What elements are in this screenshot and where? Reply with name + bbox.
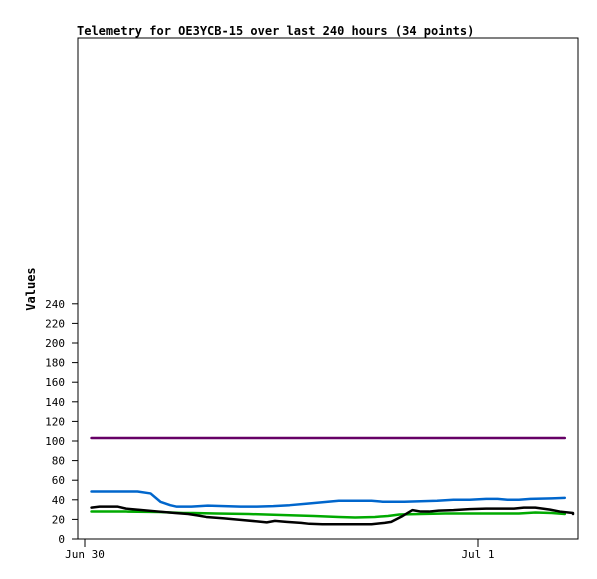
y-tick-label: 220 — [45, 317, 65, 330]
y-tick-label: 40 — [52, 494, 65, 507]
y-axis-ticks: 0 20 40 60 80 100 120 140 160 180 200 220 240 — [45, 298, 78, 546]
plot-area — [77, 37, 579, 540]
y-tick-label: 0 — [58, 533, 65, 546]
y-tick-label: 20 — [52, 513, 65, 526]
y-tick-label: 240 — [45, 298, 65, 311]
chart-title: Telemetry for OE3YCB-15 over last 240 ho… — [77, 24, 474, 38]
y-axis-label: Values — [24, 267, 38, 310]
y-tick-label: 200 — [45, 337, 65, 350]
y-tick-label: 160 — [45, 376, 65, 389]
y-tick-label: 60 — [52, 474, 65, 487]
x-axis-ticks: Jun 30 Jul 1 — [65, 539, 495, 561]
y-tick-label: 120 — [45, 415, 65, 428]
y-tick-label: 140 — [45, 396, 65, 409]
x-tick-label: Jul 1 — [461, 548, 494, 561]
series-lines — [90, 436, 575, 526]
y-tick-label: 80 — [52, 455, 65, 468]
series-line-3 — [90, 505, 575, 526]
series-line-1 — [90, 490, 567, 508]
y-tick-label: 100 — [45, 435, 65, 448]
x-tick-label: Jun 30 — [65, 548, 105, 561]
y-tick-label: 180 — [45, 357, 65, 370]
